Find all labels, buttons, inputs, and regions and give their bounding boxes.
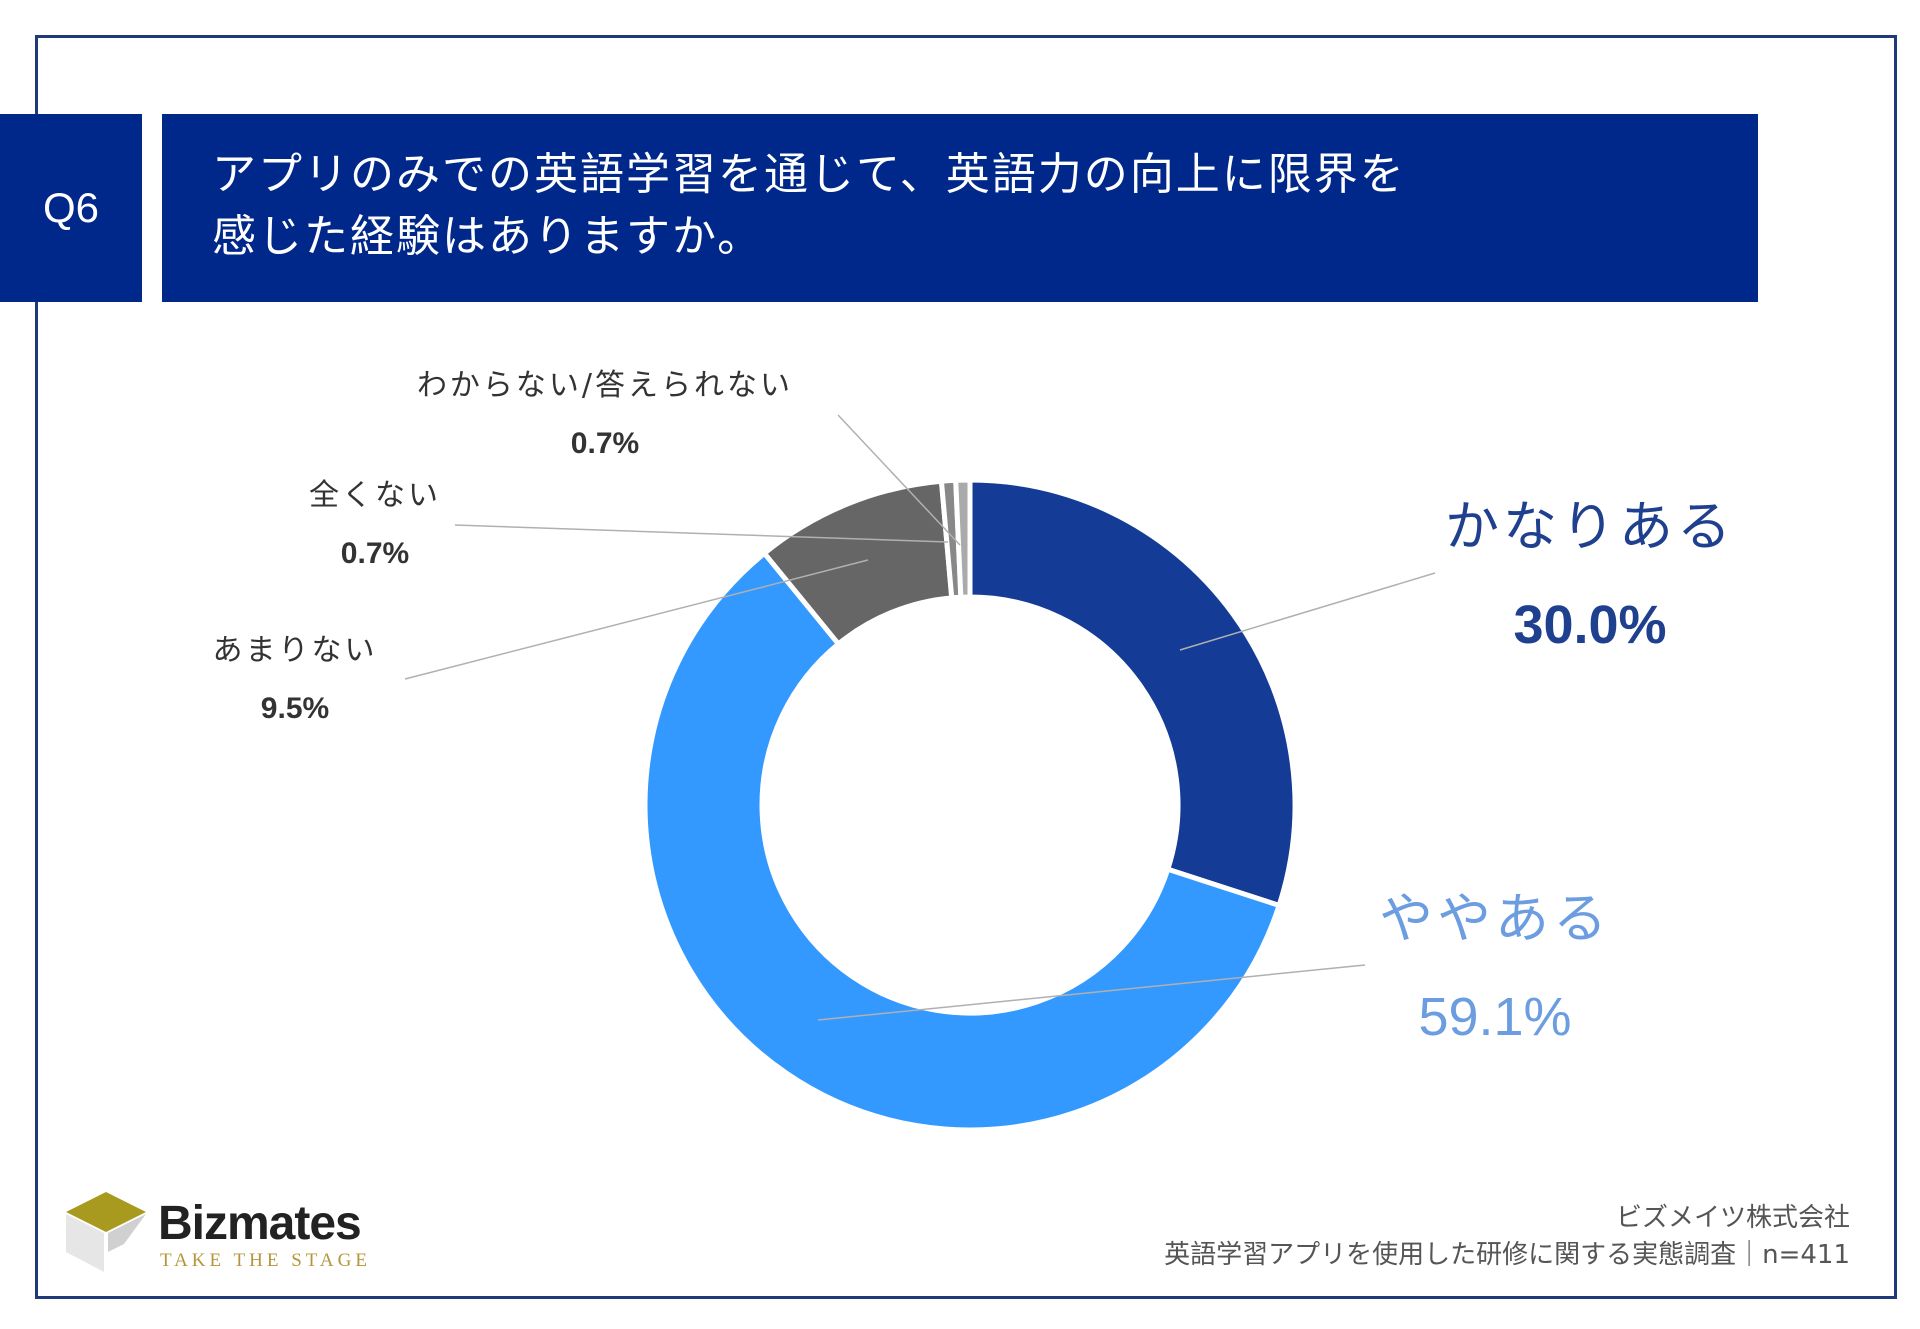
leader-line-2	[817, 964, 1366, 1021]
logo-wordmark: Bizmates	[158, 1197, 362, 1250]
outer-frame	[35, 35, 1897, 1299]
bizmates-logo-mark	[66, 1192, 146, 1276]
slice-2	[642, 549, 1283, 1133]
question-number-badge: Q6	[0, 114, 142, 302]
question-title-line-1: アプリのみでの英語学習を通じて、英語力の向上に限界を	[212, 149, 1406, 200]
question-title-line-2: 感じた経験はありますか。	[212, 211, 764, 262]
leader-line-1	[1179, 572, 1436, 651]
slice-label-2: ややある	[1379, 887, 1611, 950]
slice-value-label-5: 0.7%	[571, 427, 639, 460]
slice-value-label-4: 0.7%	[341, 537, 409, 570]
leader-line-5	[837, 414, 961, 546]
question-number: Q6	[42, 184, 100, 231]
slice-label-4: 全くない	[309, 478, 441, 513]
slice-value-label-1: 30.0%	[1513, 595, 1666, 655]
leader-line-3	[404, 559, 869, 680]
slice-value-label-2: 59.1%	[1418, 987, 1571, 1047]
footer-company: ビズメイツ株式会社	[1615, 1203, 1850, 1233]
slice-5	[953, 477, 973, 600]
slice-label-5: わからない/答えられない	[417, 368, 793, 403]
footer-survey: 英語学習アプリを使用した研修に関する実態調査｜n=411	[1164, 1240, 1850, 1270]
slice-1	[967, 477, 1298, 909]
question-title-bar: アプリのみでの英語学習を通じて、英語力の向上に限界を 感じた経験はありますか。	[162, 114, 1758, 302]
logo-tagline: TAKE THE STAGE	[160, 1250, 371, 1271]
slice-value-label-3: 9.5%	[261, 692, 329, 725]
slice-label-1: かなりある	[1445, 495, 1735, 558]
leader-line-4	[454, 524, 949, 543]
slice-label-3: あまりない	[213, 633, 378, 668]
